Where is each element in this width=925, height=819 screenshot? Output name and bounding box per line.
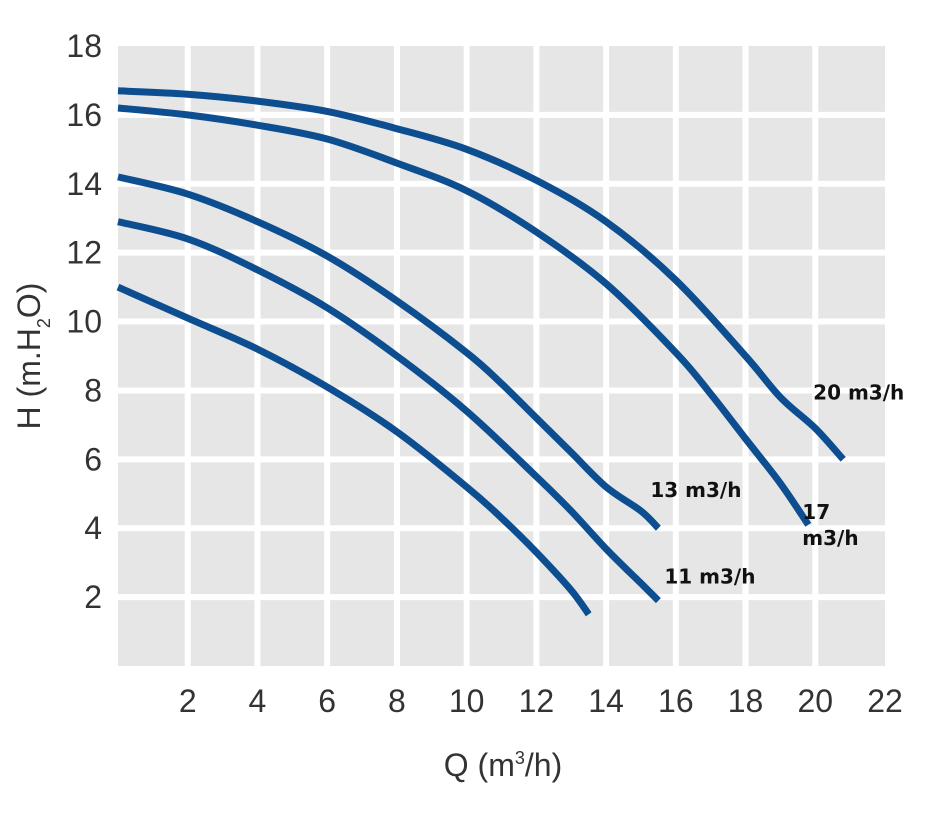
curve-label: 11 m3/h: [664, 565, 755, 589]
curves: [116, 87, 846, 617]
y-tick-label: 18: [66, 28, 102, 64]
x-tick-label: 22: [867, 683, 903, 719]
curve-11-m3-h: [117, 218, 661, 604]
x-axis-title: Q (m3/h): [444, 747, 562, 783]
plot-background: [118, 46, 885, 666]
curve-17-m3-h: [117, 104, 812, 527]
y-tick-label: 2: [84, 579, 102, 615]
x-tick-label: 20: [797, 683, 833, 719]
x-tick-label: 2: [179, 683, 197, 719]
x-tick-label: 14: [588, 683, 624, 719]
y-tick-label: 4: [84, 510, 102, 546]
x-tick-label: 8: [388, 683, 406, 719]
y-axis-title: H (m.H2O): [11, 283, 54, 430]
y-tick-label: 6: [84, 441, 102, 477]
curve-label: 13 m3/h: [650, 478, 741, 502]
x-tick-label: 6: [318, 683, 336, 719]
curve-labels: 20 m3/h 17 m3/h 13 m3/h 11 m3/h: [650, 380, 904, 588]
curve-label: 20 m3/h: [813, 380, 904, 404]
x-tick-label: 18: [728, 683, 764, 719]
y-tick-label: 10: [66, 304, 102, 340]
curve-20-m3-h: [117, 87, 846, 462]
x-tick-label: 4: [249, 683, 267, 719]
curve-label: 17 m3/h: [802, 500, 858, 550]
x-tick-label: 12: [519, 683, 555, 719]
y-tick-label: 8: [84, 372, 102, 408]
x-tick-label: 10: [449, 683, 485, 719]
y-tick-labels: 2 4 6 8 10 12 14 16 18: [66, 28, 102, 615]
curve-unlabeled: [116, 283, 592, 617]
x-tick-labels: 2 4 6 8 10 12 14 16 18 20 22: [179, 683, 903, 719]
x-tick-label: 16: [658, 683, 694, 719]
grid-lines: [118, 46, 885, 666]
y-tick-label: 16: [66, 97, 102, 133]
curve-13-m3-h: [117, 173, 661, 531]
y-tick-label: 12: [66, 235, 102, 271]
y-tick-label: 14: [66, 166, 102, 202]
